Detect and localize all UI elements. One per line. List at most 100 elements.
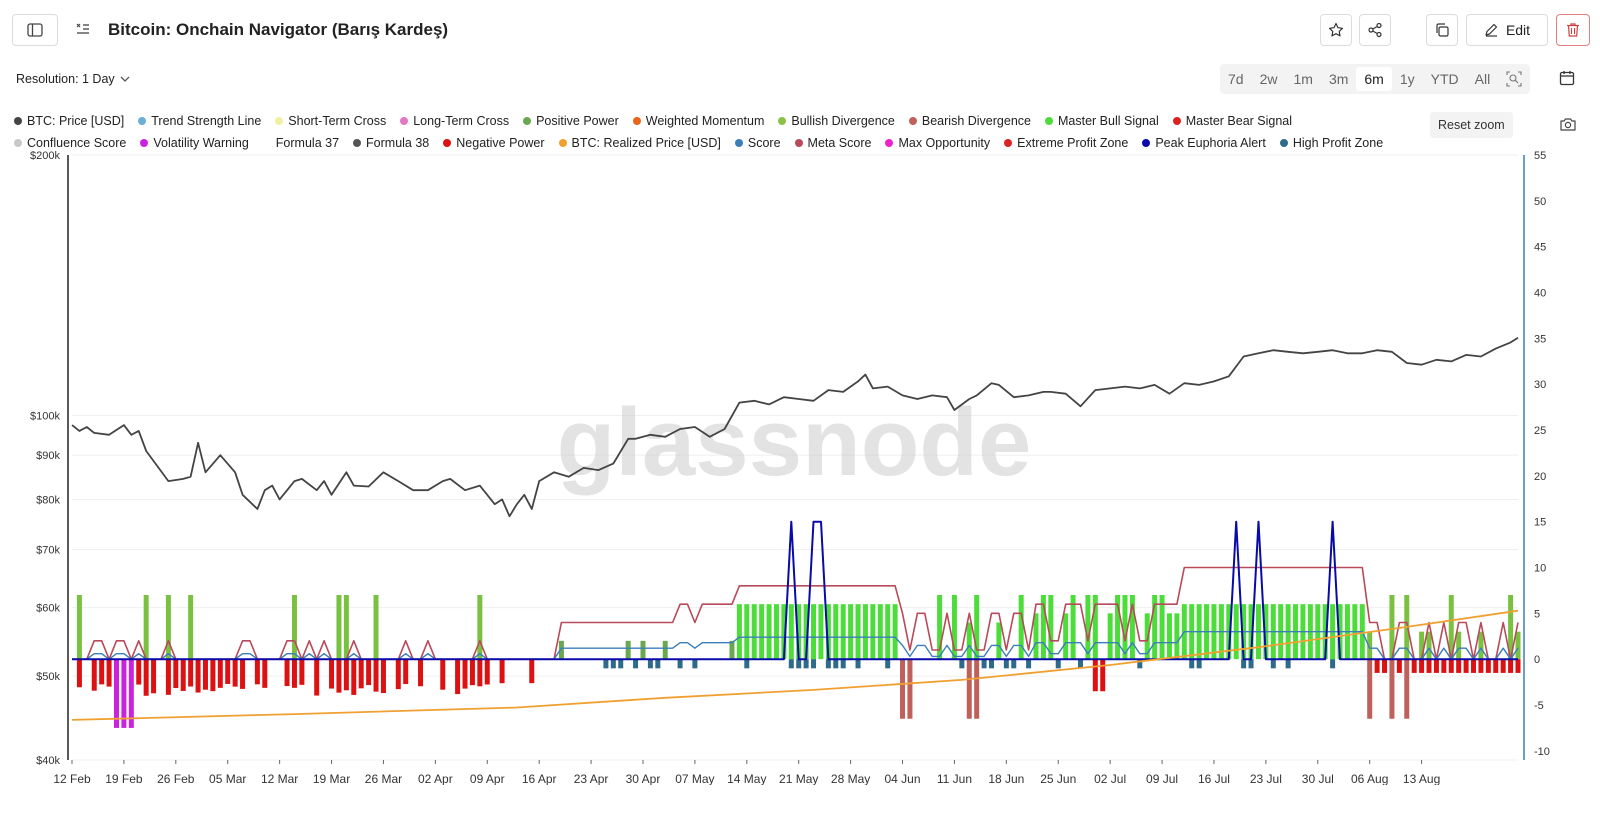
positive-bar [996,622,1002,660]
legend-label: Bullish Divergence [791,114,895,128]
negative-bar [469,659,475,686]
legend-item[interactable]: BTC: Realized Price [USD] [558,136,721,150]
negative-bar [1389,659,1395,719]
legend-item[interactable]: Bullish Divergence [778,114,895,128]
legend-item[interactable]: Master Bull Signal [1044,114,1159,128]
legend-item[interactable]: Formula 38 [353,136,429,150]
y-left-tick-label: $200k [30,150,60,162]
chevron-down-icon [120,76,130,82]
legend-swatch [140,139,149,147]
legend-label: BTC: Price [USD] [27,114,125,128]
y-right-tick-label: -10 [1534,746,1550,758]
legend-item[interactable]: Negative Power [443,136,545,150]
legend-item[interactable]: Volatility Warning [140,136,249,150]
legend-swatch [1279,139,1288,147]
legend-label: Master Bear Signal [1185,114,1293,128]
range-6m[interactable]: 6m [1356,67,1392,91]
negative-bar [788,659,794,669]
positive-bar [477,595,483,660]
legend-item[interactable]: Long-Term Cross [400,114,509,128]
range-1y[interactable]: 1y [1399,71,1415,87]
legend-item[interactable]: Short-Term Cross [275,114,386,128]
range-3m[interactable]: 3m [1328,71,1349,87]
negative-bar [1463,659,1469,673]
legend-item[interactable]: Trend Strength Line [138,114,261,128]
negative-bar [343,659,349,691]
positive-bar [1478,631,1484,660]
negative-bar [1189,659,1195,669]
y-left-tick-label: $40k [36,755,60,767]
x-tick-label: 05 Mar [209,772,246,785]
chart-area[interactable]: $40k $50k $60k $70k $80k $90k $100k $200k -10 -5 0… [0,145,1600,785]
range-ytd[interactable]: YTD [1430,71,1459,87]
favorite-button[interactable] [1320,14,1352,46]
negative-bar [1137,659,1143,669]
reset-zoom-button[interactable]: Reset zoom [1430,112,1513,138]
negative-bar [225,659,231,684]
camera-icon[interactable] [1560,117,1576,131]
delete-button[interactable] [1556,14,1590,46]
y-left-tick-label: $80k [36,494,60,506]
legend-item[interactable]: High Profit Zone [1279,136,1383,150]
positive-bar [558,640,564,660]
resolution-dropdown[interactable]: Resolution: 1 Day [16,72,131,86]
legend-item[interactable]: Max Opportunity [885,136,990,150]
positive-bar [811,604,817,660]
negative-bar [907,659,913,719]
negative-bar [291,659,297,688]
legend-item[interactable]: Meta Score [794,136,871,150]
range-7d[interactable]: 7d [1228,71,1244,87]
legend-item[interactable]: Confluence Score [14,136,126,150]
legend-swatch [1172,117,1181,125]
positive-bar [662,640,668,660]
positive-bar [1129,595,1135,660]
legend-item[interactable]: Positive Power [523,114,619,128]
formula-list-icon[interactable] [76,22,90,36]
x-tick-label: 04 Jun [885,772,921,785]
positive-bar [1115,595,1121,660]
zoom-select-icon[interactable] [1498,71,1530,87]
positive-bar [1040,595,1046,660]
legend-item[interactable]: Peak Euphoria Alert [1142,136,1266,150]
negative-bar [299,659,305,685]
legend-swatch [353,139,362,147]
range-2w[interactable]: 2w [1259,71,1278,87]
legend-item[interactable]: Master Bear Signal [1172,114,1293,128]
negative-bar [173,659,179,689]
sidebar-icon [27,23,43,37]
legend-item[interactable]: Weighted Momentum [632,114,764,128]
positive-bar [1033,613,1039,660]
legend-item[interactable]: Score [734,136,781,150]
legend-swatch [632,117,641,125]
y-right-tick-label: 20 [1534,471,1546,483]
negative-bar [989,659,995,669]
share-button[interactable] [1359,14,1391,46]
duplicate-button[interactable] [1426,14,1458,46]
legend-label: Max Opportunity [898,136,991,150]
positive-bar [1070,595,1076,660]
negative-bar [633,659,639,669]
range-all[interactable]: All [1474,71,1491,87]
legend-swatch [885,139,894,147]
legend-item[interactable]: Formula 37 [263,136,339,150]
edit-button[interactable]: Edit [1466,14,1548,46]
legend-label: Formula 38 [366,136,430,150]
legend-item[interactable]: Bearish Divergence [908,114,1031,128]
calendar-icon[interactable] [1559,70,1575,86]
trash-icon [1567,23,1579,37]
negative-bar [1011,659,1017,669]
positive-bar [840,604,846,660]
negative-bar [1092,659,1098,692]
positive-bar [1367,631,1373,660]
range-1m[interactable]: 1m [1293,71,1313,87]
negative-bar [254,659,260,685]
x-tick-label: 12 Mar [261,772,298,785]
sidebar-toggle-button[interactable] [12,14,58,46]
negative-bar [217,659,223,688]
legend-item[interactable]: BTC: Price [USD] [14,114,124,128]
negative-bar [1026,659,1032,669]
peak-euphoria-line [72,520,1518,661]
negative-bar [1448,659,1454,673]
negative-bar [210,659,216,692]
legend-item[interactable]: Extreme Profit Zone [1004,136,1128,150]
